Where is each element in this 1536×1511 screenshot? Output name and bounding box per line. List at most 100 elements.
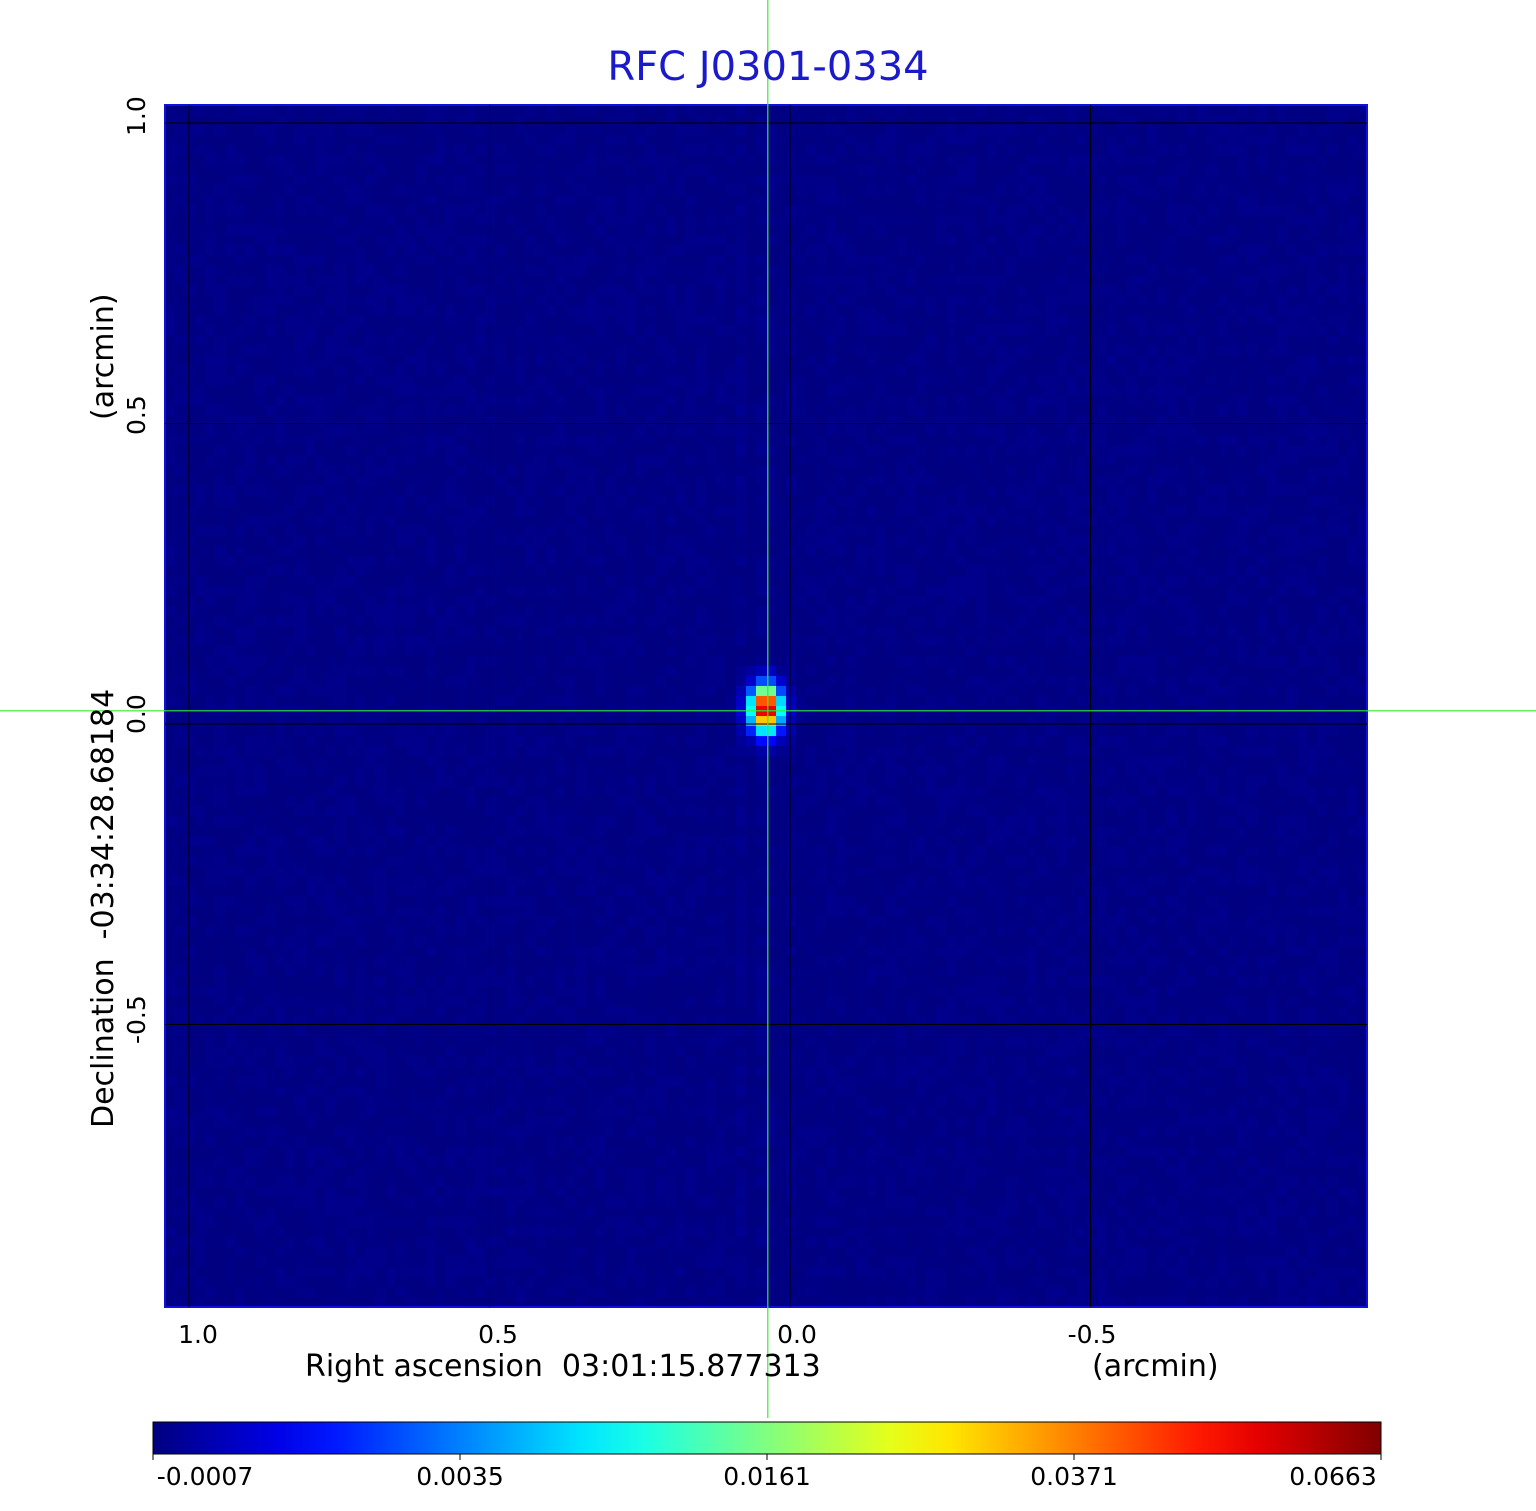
- heatmap-cell: [275, 445, 286, 457]
- heatmap-cell: [715, 435, 727, 447]
- heatmap-cell: [766, 245, 777, 256]
- heatmap-cell: [745, 155, 757, 166]
- heatmap-cell: [475, 185, 487, 196]
- heatmap-cell: [806, 375, 817, 387]
- heatmap-cell: [1346, 385, 1358, 397]
- heatmap-cell: [976, 485, 987, 497]
- heatmap-cell: [1226, 345, 1238, 357]
- heatmap-cell: [816, 245, 827, 256]
- heatmap-cell: [395, 195, 406, 206]
- heatmap-cell: [866, 225, 877, 236]
- heatmap-cell: [1116, 405, 1128, 417]
- heatmap-cell: [1126, 175, 1138, 186]
- heatmap-cell: [1036, 305, 1048, 316]
- heatmap-cell: [255, 515, 266, 527]
- heatmap-cell: [625, 195, 637, 206]
- heatmap-cell: [675, 385, 687, 397]
- heatmap-cell: [615, 435, 627, 447]
- heatmap-cell: [926, 205, 937, 216]
- heatmap-cell: [325, 155, 336, 166]
- heatmap-cell: [415, 435, 427, 447]
- heatmap-cell: [475, 425, 487, 437]
- heatmap-cell: [1326, 175, 1338, 186]
- heatmap-cell: [695, 295, 707, 306]
- heatmap-cell: [1266, 135, 1278, 146]
- heatmap-cell: [1046, 475, 1058, 487]
- heatmap-cell: [786, 495, 797, 507]
- heatmap-cell: [535, 255, 547, 266]
- heatmap-cell: [395, 365, 406, 377]
- heatmap-cell: [385, 185, 396, 196]
- heatmap-cell: [1256, 115, 1268, 126]
- heatmap-cell: [185, 295, 196, 306]
- heatmap-cell: [826, 125, 837, 136]
- heatmap-cell: [225, 215, 236, 226]
- heatmap-cell: [395, 305, 406, 316]
- heatmap-cell: [1026, 125, 1038, 136]
- heatmap-cell: [796, 225, 807, 236]
- heatmap-cell: [1086, 345, 1098, 357]
- heatmap-cell: [235, 165, 246, 176]
- heatmap-cell: [305, 385, 316, 397]
- heatmap-cell: [365, 235, 376, 246]
- heatmap-cell: [906, 235, 917, 246]
- heatmap-cell: [265, 275, 276, 286]
- heatmap-cell: [185, 505, 196, 517]
- heatmap-cell: [305, 355, 316, 367]
- heatmap-cell: [766, 485, 777, 497]
- heatmap-cell: [295, 135, 306, 146]
- heatmap-cell: [1166, 205, 1178, 216]
- heatmap-cell: [535, 175, 547, 186]
- heatmap-cell: [846, 345, 857, 357]
- heatmap-cell: [455, 405, 467, 417]
- heatmap-cell: [1076, 495, 1088, 507]
- heatmap-cell: [235, 275, 246, 286]
- heatmap-cell: [1286, 445, 1298, 457]
- heatmap-cell: [555, 115, 567, 126]
- heatmap-cell: [635, 445, 647, 457]
- heatmap-cell: [655, 145, 667, 156]
- heatmap-cell: [305, 185, 316, 196]
- heatmap-cell: [575, 435, 587, 447]
- heatmap-cell: [505, 475, 517, 487]
- heatmap-cell: [585, 275, 597, 286]
- heatmap-cell: [745, 385, 757, 397]
- heatmap-cell: [836, 385, 847, 397]
- heatmap-cell: [776, 325, 787, 336]
- heatmap-cell: [1116, 165, 1128, 176]
- heatmap-cell: [365, 315, 376, 326]
- heatmap-cell: [245, 435, 256, 447]
- heatmap-cell: [425, 395, 437, 407]
- heatmap-cell: [1336, 175, 1348, 186]
- heatmap-cell: [1206, 215, 1218, 226]
- heatmap-cell: [946, 275, 957, 286]
- heatmap-cell: [725, 235, 737, 246]
- heatmap-cell: [315, 405, 326, 417]
- heatmap-cell: [295, 325, 306, 336]
- heatmap-cell: [165, 185, 176, 196]
- heatmap-cell: [1096, 435, 1108, 447]
- heatmap-cell: [645, 125, 657, 136]
- heatmap-cell: [976, 115, 987, 126]
- heatmap-cell: [465, 285, 477, 296]
- heatmap-cell: [315, 465, 326, 477]
- heatmap-cell: [345, 215, 356, 226]
- heatmap-cell: [1196, 285, 1208, 296]
- heatmap-cell: [786, 305, 797, 316]
- heatmap-cell: [1256, 495, 1268, 507]
- heatmap-cell: [1206, 405, 1218, 417]
- heatmap-cell: [1176, 455, 1188, 467]
- heatmap-cell: [1056, 425, 1068, 437]
- heatmap-cell: [185, 215, 196, 226]
- heatmap-cell: [1016, 385, 1028, 397]
- heatmap-cell: [395, 385, 406, 397]
- heatmap-cell: [1136, 355, 1148, 367]
- heatmap-cell: [355, 205, 366, 216]
- heatmap-cell: [695, 245, 707, 256]
- heatmap-cell: [1206, 165, 1218, 176]
- heatmap-cell: [495, 105, 507, 116]
- heatmap-cell: [1326, 475, 1338, 487]
- heatmap-cell: [1306, 445, 1318, 457]
- heatmap-cell: [1086, 175, 1098, 186]
- heatmap-cell: [415, 415, 427, 427]
